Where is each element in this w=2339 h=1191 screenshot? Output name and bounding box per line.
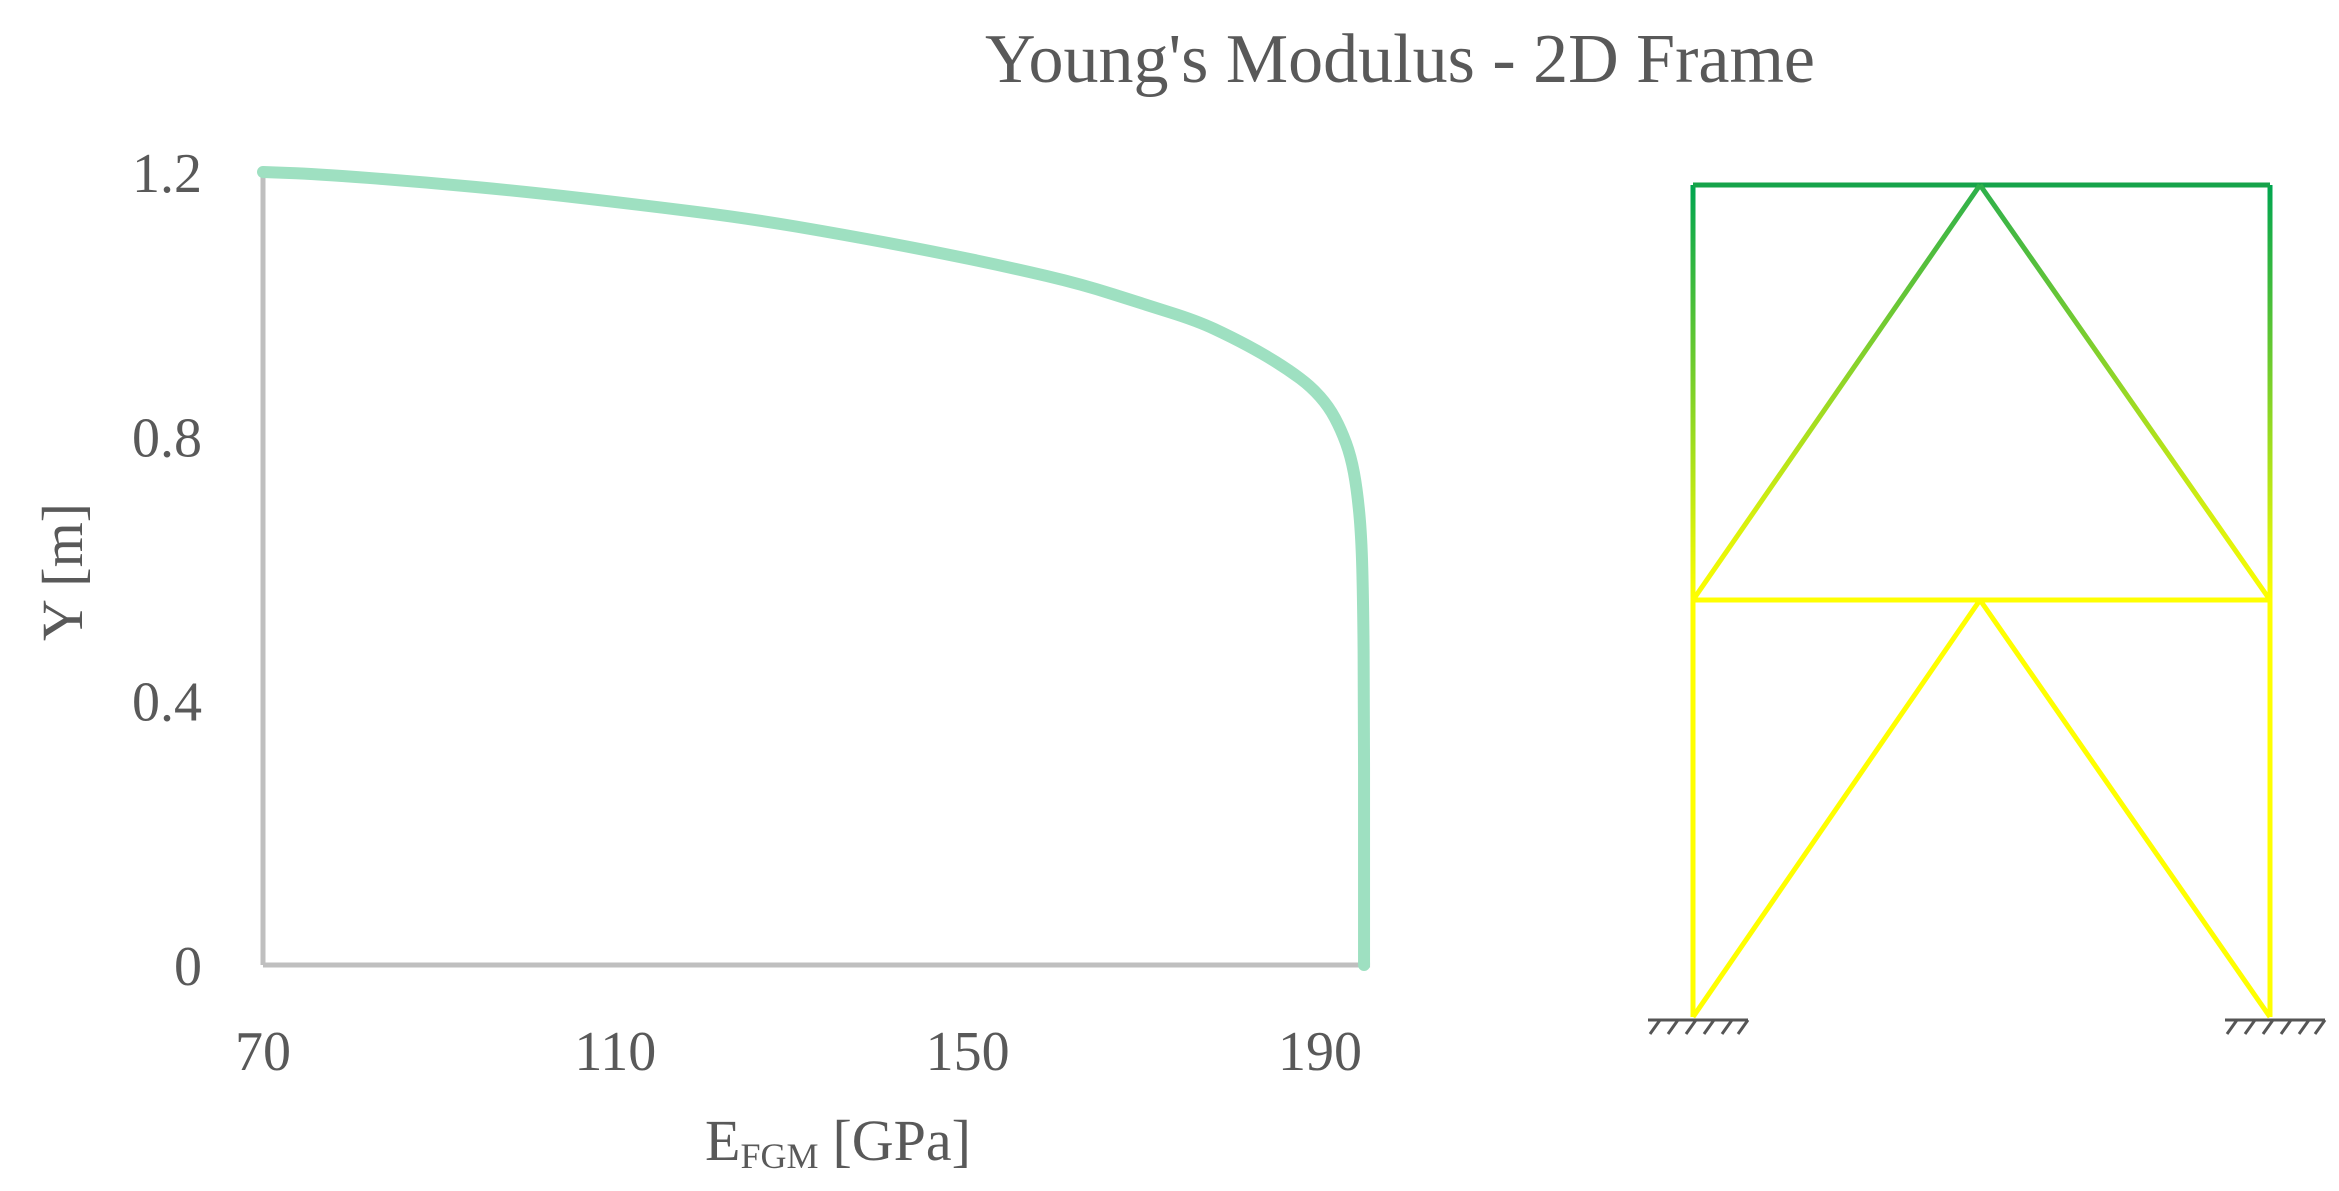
x-axis-label-subscript: FGM <box>740 1136 818 1176</box>
frame-brace-upper-left <box>1690 183 1983 602</box>
series-line <box>257 166 1371 971</box>
y-tick-label: 0.4 <box>132 672 202 734</box>
plot-area: 70 110 150 190 0 0.4 0.8 1.2 <box>132 143 1371 1083</box>
x-axis-label-main: E <box>705 1108 740 1173</box>
x-tick-label: 110 <box>574 1021 656 1083</box>
frame-brace-upper-right <box>1977 183 2273 602</box>
frame-brace-lower-right <box>1977 598 2273 1019</box>
y-axis-label: Y [m] <box>30 503 95 641</box>
support-right-icon <box>2225 1018 2327 1035</box>
support-left-icon <box>1648 1018 1750 1035</box>
frame-diagram <box>1648 182 2327 1035</box>
frame-brace-lower-left <box>1690 598 1983 1019</box>
y-tick-label: 0 <box>174 936 202 998</box>
y-tick-label: 0.8 <box>132 407 202 469</box>
chart-title: Young's Modulus - 2D Frame <box>985 21 1815 98</box>
x-tick-label: 150 <box>926 1021 1010 1083</box>
x-tick-label: 70 <box>235 1021 291 1083</box>
x-axis-label-unit: [GPa] <box>832 1108 971 1173</box>
y-tick-label: 1.2 <box>132 143 202 205</box>
x-tick-label: 190 <box>1278 1021 1362 1083</box>
x-axis-label: EFGM [GPa] <box>705 1108 971 1176</box>
